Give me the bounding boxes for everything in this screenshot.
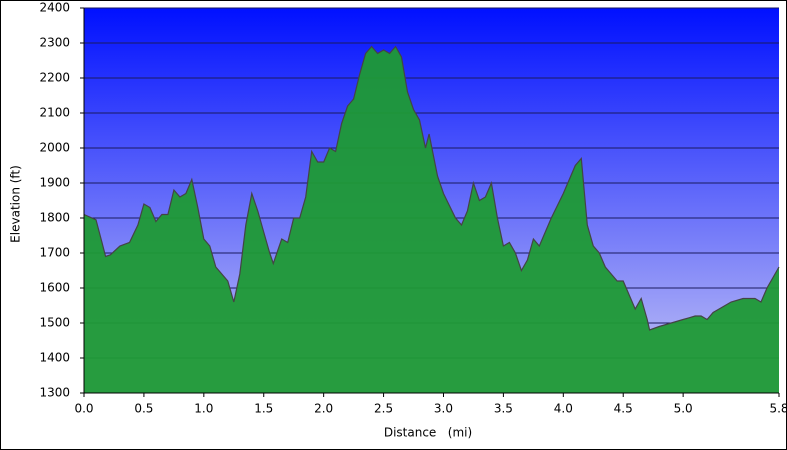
elevation-area <box>84 46 779 393</box>
elevation-line <box>83 45 780 331</box>
y-tick-label: 2300 <box>39 36 70 50</box>
x-tick-label: 2.0 <box>314 402 333 416</box>
x-tick-label: 2.5 <box>374 402 393 416</box>
x-tick-label: 3.5 <box>494 402 513 416</box>
x-axis-label: Distance (mi) <box>384 426 472 440</box>
x-tick-label: 5.8 <box>769 402 787 416</box>
y-tick-label: 2400 <box>39 1 70 15</box>
y-axis-label: Elevation (ft) <box>9 165 23 243</box>
y-tick-label: 1900 <box>39 176 70 190</box>
x-tick-label: 5.0 <box>674 402 693 416</box>
x-tick-label: 1.0 <box>194 402 213 416</box>
x-tick-label: 3.0 <box>434 402 453 416</box>
x-tick-label: 0.5 <box>134 402 153 416</box>
y-tick-label: 1500 <box>39 316 70 330</box>
x-tick-label: 0.0 <box>74 402 93 416</box>
y-tick-label: 2200 <box>39 71 70 85</box>
y-tick-label: 1400 <box>39 351 70 365</box>
y-tick-label: 1300 <box>39 386 70 400</box>
y-tick-label: 2100 <box>39 106 70 120</box>
y-tick-label: 2000 <box>39 141 70 155</box>
x-tick-label: 1.5 <box>254 402 273 416</box>
marks <box>83 45 780 393</box>
y-tick-label: 1700 <box>39 246 70 260</box>
x-tick-label: 4.0 <box>554 402 573 416</box>
x-tick-label: 4.5 <box>614 402 633 416</box>
y-tick-label: 1800 <box>39 211 70 225</box>
y-tick-label: 1600 <box>39 281 70 295</box>
